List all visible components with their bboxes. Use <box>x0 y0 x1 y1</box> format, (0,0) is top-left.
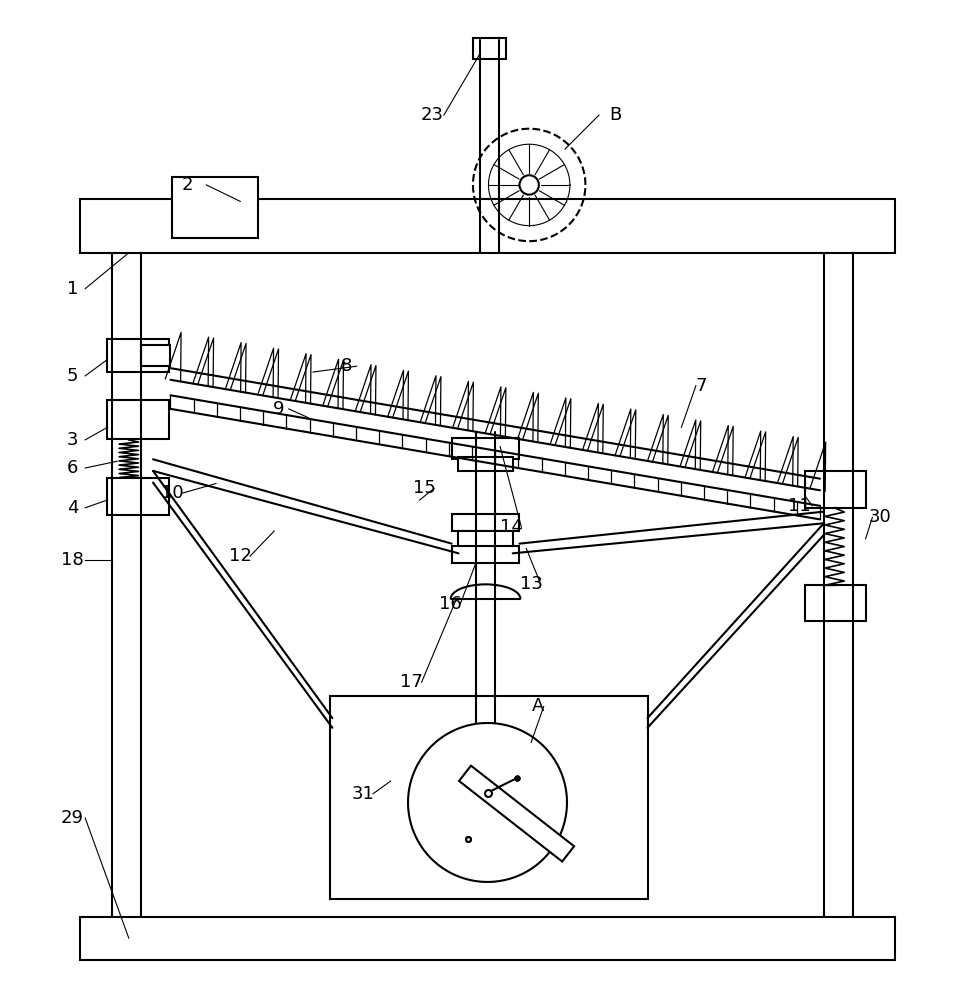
Bar <box>107 478 169 515</box>
Text: 14: 14 <box>500 518 524 536</box>
Text: 18: 18 <box>61 551 84 569</box>
Text: 17: 17 <box>401 673 423 691</box>
Text: 15: 15 <box>413 479 436 497</box>
Text: 11: 11 <box>788 497 811 515</box>
Bar <box>173 177 257 238</box>
Text: 6: 6 <box>67 459 78 477</box>
Bar <box>451 438 520 459</box>
Text: 12: 12 <box>229 547 252 565</box>
Bar <box>458 457 513 471</box>
Text: A: A <box>531 697 544 715</box>
Circle shape <box>520 175 539 195</box>
Text: 13: 13 <box>520 575 542 593</box>
Text: 29: 29 <box>61 809 84 827</box>
Text: 31: 31 <box>352 785 374 803</box>
Bar <box>107 400 169 439</box>
Bar <box>804 471 866 508</box>
Text: 1: 1 <box>67 280 78 298</box>
Bar <box>107 339 169 372</box>
Bar <box>473 38 506 59</box>
Text: 2: 2 <box>181 176 193 194</box>
Bar <box>458 531 513 547</box>
Bar <box>804 585 866 621</box>
Polygon shape <box>459 766 574 862</box>
Bar <box>80 199 895 253</box>
Text: B: B <box>609 106 622 124</box>
Bar <box>451 514 520 531</box>
Text: 4: 4 <box>67 499 78 517</box>
Bar <box>331 696 648 899</box>
Text: 8: 8 <box>341 357 353 375</box>
Bar <box>80 917 895 960</box>
Text: 30: 30 <box>869 508 891 526</box>
Text: 7: 7 <box>695 377 707 395</box>
Text: 16: 16 <box>440 595 462 613</box>
Text: 23: 23 <box>421 106 444 124</box>
Bar <box>141 345 171 366</box>
Text: 9: 9 <box>273 400 285 418</box>
Text: 10: 10 <box>161 484 183 502</box>
Bar <box>451 546 520 563</box>
Text: 3: 3 <box>67 431 78 449</box>
Text: 5: 5 <box>67 367 78 385</box>
